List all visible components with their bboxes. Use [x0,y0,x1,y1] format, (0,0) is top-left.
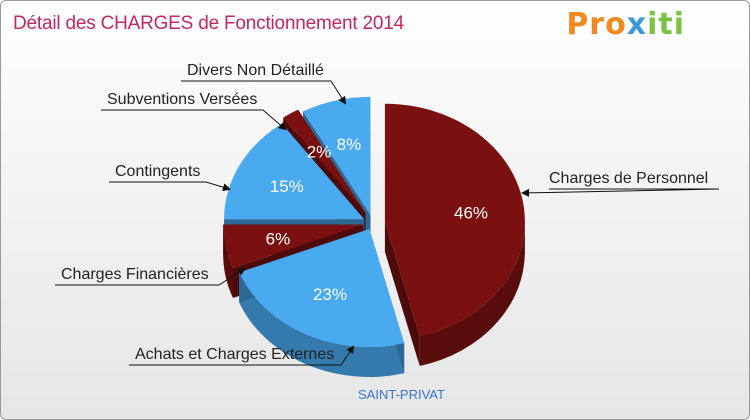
leader-line [521,188,720,197]
leader-line [101,109,287,131]
category-label: Contingents [115,163,200,180]
slice-value-label: 23% [313,285,347,304]
category-label: Charges Financières [61,266,209,283]
chart-title: Détail des CHARGES de Fonctionnement 201… [13,13,405,34]
pie-slice-top [239,229,405,348]
pie-slice-charges-de-personnel [384,103,525,367]
brand-logo-part1: Pro [566,7,627,42]
pie-slice-side [239,272,405,378]
slice-value-label: 2% [307,142,332,161]
category-label: Subventions Versées [107,91,257,108]
pie-slice-top [384,103,525,337]
pie-slice-wall [384,221,420,367]
brand-logo-part2: x [626,7,648,42]
pie-slice-top [283,109,366,214]
brand-logo-part3: iti [647,7,685,42]
pie-slice-top [303,96,371,215]
slice-value-label: 6% [266,229,291,248]
category-label: Divers Non Détaillé [187,62,324,79]
slice-value-label: 8% [337,135,362,154]
pie-slice-top [224,123,365,220]
pie-slice-top [223,224,364,269]
leader-line [181,80,347,105]
category-label: Charges de Personnel [549,170,708,187]
pie-slice-side [419,221,525,367]
leader-line [109,181,231,192]
pie-slice-achats-et-charges-externes [239,229,405,378]
pie-slice-side [223,224,234,299]
slice-value-label: 46% [454,204,488,223]
leader-line [129,345,355,366]
category-label: Achats et Charges Externes [135,346,334,363]
brand-logo: Proxiti [566,7,685,42]
leader-line [55,267,246,286]
place-name: SAINT-PRIVAT [358,387,445,402]
slice-value-label: 15% [270,177,304,196]
